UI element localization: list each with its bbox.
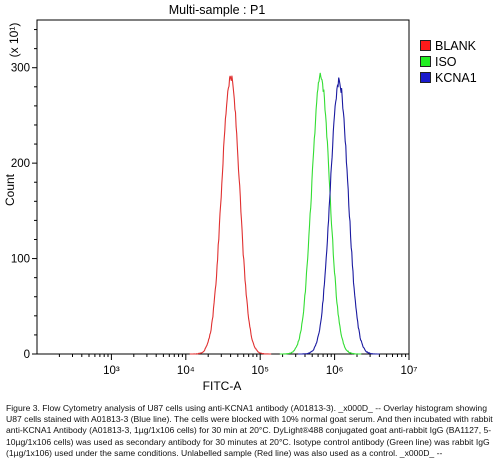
figure-caption: Figure 3. Flow Cytometry analysis of U87…	[6, 403, 493, 458]
y-axis-label: Count	[3, 173, 17, 206]
legend-swatch	[420, 40, 431, 51]
legend-swatch	[420, 72, 431, 83]
plot-axes: 0 100 200 300 10³ 10⁴ 10⁵ 10⁶ 10⁷	[11, 19, 418, 377]
legend-label: BLANK	[435, 38, 476, 53]
legend-label: KCNA1	[435, 70, 477, 85]
legend-item-kcna1: KCNA1	[420, 70, 477, 85]
y-tick-label: 0	[24, 349, 30, 361]
legend-swatch	[420, 56, 431, 67]
histogram-kcna1	[298, 77, 380, 355]
y-tick-label: 100	[11, 254, 30, 266]
legend-item-iso: ISO	[420, 54, 477, 69]
y-multiplier-label: (x 10¹)	[7, 23, 21, 58]
x-tick-label: 10⁷	[401, 365, 418, 377]
plot-frame	[36, 19, 410, 355]
chart-title: Multi-sample : P1	[169, 3, 266, 17]
chart-legend: BLANK ISO KCNA1	[420, 38, 477, 86]
x-tick-label: 10⁶	[326, 365, 344, 377]
x-tick-label: 10³	[103, 365, 120, 377]
flow-cytometry-chart: Multi-sample : P1 (x 10¹) Count FITC-A 0…	[3, 3, 418, 393]
x-axis-label: FITC-A	[203, 379, 242, 393]
plot-series	[189, 72, 380, 355]
legend-label: ISO	[435, 54, 457, 69]
x-tick-label: 10⁴	[177, 365, 195, 377]
histogram-iso	[279, 72, 362, 355]
histogram-blank	[189, 75, 272, 355]
y-tick-label: 300	[11, 63, 30, 75]
legend-item-blank: BLANK	[420, 38, 477, 53]
y-tick-label: 200	[11, 158, 30, 170]
x-tick-label: 10⁵	[251, 365, 269, 377]
